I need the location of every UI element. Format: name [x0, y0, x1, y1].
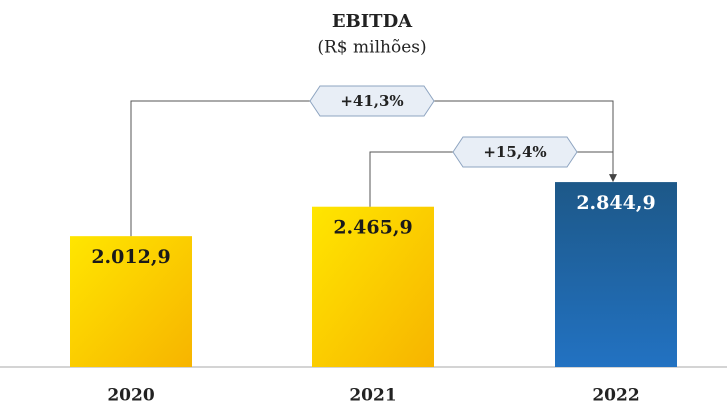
annotation-box [452, 136, 578, 168]
chart-subtitle: (R$ milhões) [317, 38, 426, 58]
annotation-box [309, 85, 435, 117]
value-label: 2.465,9 [333, 217, 412, 239]
arrowhead [609, 174, 617, 183]
chart-title: EBITDA [332, 11, 413, 32]
x-tick-label: 2020 [107, 386, 154, 405]
bar [70, 236, 192, 367]
bar [555, 182, 677, 367]
x-tick-label: 2021 [349, 386, 396, 405]
x-tick-label: 2022 [592, 386, 639, 405]
annotation-label: +41,3% [340, 92, 403, 110]
value-label: 2.012,9 [91, 246, 170, 268]
annotation-label: +15,4% [483, 143, 546, 161]
bar [312, 206, 434, 367]
value-label: 2.844,9 [576, 192, 655, 214]
